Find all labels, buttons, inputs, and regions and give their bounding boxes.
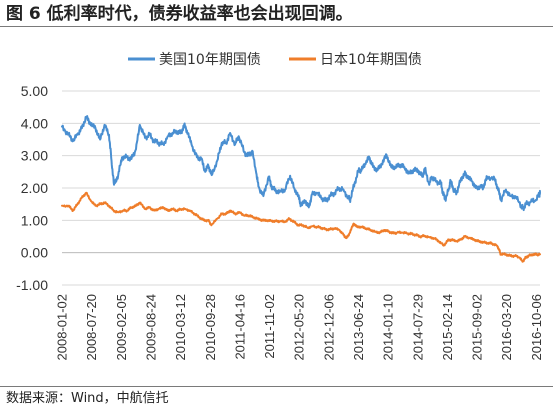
legend: 美国10年期国债 日本10年期国债 <box>128 52 422 68</box>
legend-label: 美国10年期国债 <box>159 52 261 68</box>
x-tick-label: 2013-06-24 <box>351 294 366 361</box>
x-tick-label: 2015-02-14 <box>440 294 455 361</box>
y-tick-label: 1.00 <box>21 212 48 228</box>
y-tick-label: 0.00 <box>21 245 48 261</box>
x-tick-label: 2012-12-06 <box>321 294 336 361</box>
y-axis-ticks: 5.00 4.00 3.00 2.00 1.00 0.00 -1.00 <box>16 83 48 293</box>
x-tick-label: 2008-07-20 <box>84 294 99 361</box>
y-tick-label: -1.00 <box>16 277 48 293</box>
legend-label: 日本10年期国债 <box>320 52 422 68</box>
x-tick-label: 2009-02-05 <box>114 294 129 361</box>
y-tick-label: 3.00 <box>21 148 48 164</box>
x-tick-label: 2008-01-02 <box>55 294 70 361</box>
x-tick-label: 2014-01-10 <box>381 294 396 361</box>
x-tick-label: 2010-03-12 <box>173 294 188 361</box>
x-tick-label: 2015-09-02 <box>470 294 485 361</box>
x-tick-label: 2012-05-20 <box>292 294 307 361</box>
series-line-jp-10y <box>61 191 541 263</box>
y-tick-label: 2.00 <box>21 180 48 196</box>
series-lines <box>61 115 541 263</box>
line-chart: 5.00 4.00 3.00 2.00 1.00 0.00 -1.00 2008-01-02… <box>16 52 544 361</box>
x-tick-label: 2011-11-02 <box>262 294 277 359</box>
x-tick-label: 2014-07-29 <box>410 294 425 361</box>
x-axis-ticks: 2008-01-02 2008-07-20 2009-02-05 2009-08-24… <box>55 294 544 361</box>
x-tick-label: 2016-10-06 <box>529 294 544 361</box>
source-note: 数据来源：Wind，中航信托 <box>6 391 169 406</box>
series-line-us-10y <box>61 115 541 212</box>
y-tick-label: 4.00 <box>21 115 48 131</box>
title-divider <box>0 26 553 27</box>
y-tick-label: 5.00 <box>21 83 48 99</box>
chart-title: 图 6 低利率时代，债券收益率也会出现回调。 <box>6 4 353 24</box>
gridlines <box>62 90 540 286</box>
x-tick-label: 2010-09-28 <box>203 294 218 361</box>
x-tick-label: 2016-03-20 <box>499 294 514 361</box>
source-divider <box>0 386 553 387</box>
x-tick-label: 2009-08-24 <box>143 294 158 361</box>
x-tick-label: 2011-04-16 <box>232 294 247 360</box>
